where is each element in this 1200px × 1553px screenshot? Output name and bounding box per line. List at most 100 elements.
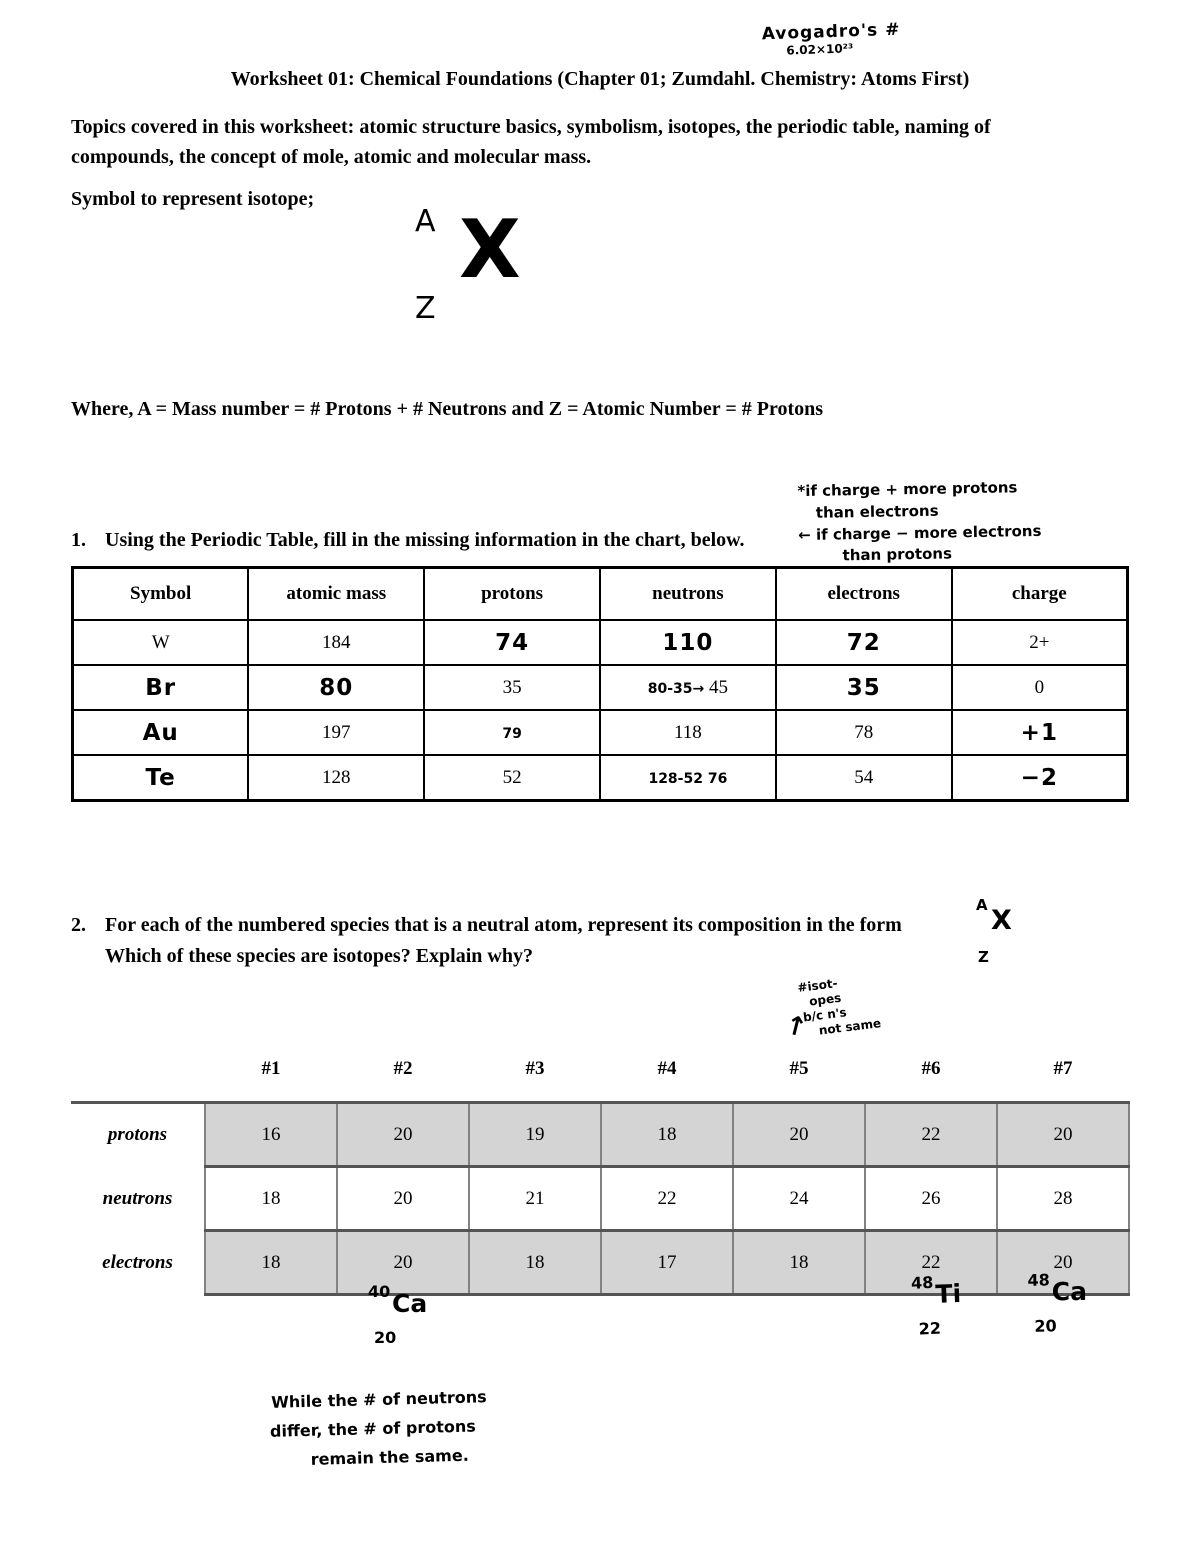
printed-value: 197 bbox=[321, 721, 351, 743]
table-cell: 110 bbox=[598, 619, 777, 666]
iso-symbol: Ca bbox=[392, 1289, 428, 1318]
col-header-3: #3 bbox=[525, 1058, 545, 1079]
iso-mass: 48 bbox=[910, 1272, 934, 1293]
handwritten-isotope-label-ti48: 48 Ti 22 bbox=[911, 1270, 1009, 1345]
value-cell: 20 bbox=[336, 1101, 470, 1168]
value-cell: 28 bbox=[996, 1165, 1130, 1232]
atomic-number-label: Z bbox=[978, 948, 989, 966]
value-cell: 17 bbox=[600, 1229, 734, 1296]
col-header-1: #1 bbox=[261, 1058, 281, 1079]
table-cell: 80 bbox=[247, 664, 426, 711]
handwritten-bottom-note: While the # of neutrons differ, the # of… bbox=[270, 1383, 489, 1475]
q1-number: 1. bbox=[71, 529, 86, 551]
mass-number-label: A bbox=[976, 896, 988, 914]
table-cell: 128-52 76 bbox=[598, 754, 777, 802]
value-cell: 20 bbox=[732, 1101, 866, 1168]
handwritten-value: −2 bbox=[1020, 764, 1058, 791]
value-cell: 16 bbox=[204, 1101, 338, 1168]
worksheet-title: Worksheet 01: Chemical Foundations (Chap… bbox=[230, 68, 970, 90]
printed-value: 35 bbox=[502, 676, 522, 698]
iso-mass: 40 bbox=[368, 1282, 391, 1301]
printed-value: 45 bbox=[704, 676, 729, 698]
t1-header-symbol: Symbol bbox=[71, 566, 250, 621]
t1-header-atomic-mass: atomic mass bbox=[247, 566, 426, 621]
printed-value: 54 bbox=[854, 766, 874, 788]
table-cell: 0 bbox=[950, 664, 1129, 711]
printed-value: W bbox=[151, 631, 170, 653]
t1-header-protons: protons bbox=[423, 566, 601, 621]
t1-header-neutrons: neutrons bbox=[598, 566, 777, 621]
isotope-symbol: A X Z bbox=[415, 204, 555, 326]
row-label: electrons bbox=[71, 1230, 205, 1295]
handwritten-value: 110 bbox=[662, 629, 714, 656]
handwritten-charge-note: *if charge + more protons than electrons… bbox=[797, 477, 1042, 568]
value-cell: 22 bbox=[864, 1229, 998, 1296]
iso-symbol: Ti bbox=[935, 1278, 962, 1309]
handwritten-value: 35 bbox=[846, 674, 881, 701]
table-header-row: Symbol atomic mass protons neutrons elec… bbox=[71, 566, 1129, 621]
corner-cell bbox=[71, 1046, 205, 1103]
handwritten-isotope-label-ca40: 40 Ca 20 bbox=[368, 1282, 464, 1354]
table-cell: 72 bbox=[774, 619, 953, 666]
table-cell: 79 bbox=[423, 709, 601, 756]
handwritten-avogadro-note: Avogadro's # 6.02×10²³ bbox=[761, 20, 901, 59]
handwritten-value: Br bbox=[145, 674, 177, 701]
handwritten-isotope-label-ca48: 48 Ca 20 bbox=[1027, 1269, 1124, 1343]
q2-mini-isotope-symbol: A X Z bbox=[976, 896, 1020, 966]
table-cell: Br bbox=[71, 664, 250, 711]
value-cell: 18 bbox=[204, 1229, 338, 1296]
row-label: protons bbox=[71, 1101, 205, 1167]
table-cell: 35 bbox=[774, 664, 953, 711]
table-cell: W bbox=[71, 619, 250, 666]
table-cell: 197 bbox=[247, 709, 426, 756]
value-cell: 18 bbox=[600, 1101, 734, 1168]
printed-value: 0 bbox=[1034, 676, 1045, 698]
table-cell: +1 bbox=[950, 709, 1129, 756]
avogadro-line2: 6.02×10²³ bbox=[786, 41, 854, 58]
printed-value: 118 bbox=[674, 721, 702, 743]
charge-note-line3: ← if charge − more electrons bbox=[798, 521, 1042, 544]
q2-number: 2. bbox=[71, 914, 86, 936]
question-1: 1. Using the Periodic Table, fill in the… bbox=[71, 529, 744, 552]
printed-value: 2+ bbox=[1029, 631, 1050, 653]
species-table: #1 #2 #3 #4 #5 #6 #7 protons 16 20 19 18 20 22… bbox=[71, 1046, 1130, 1296]
iso-number: 20 bbox=[374, 1328, 397, 1347]
iso-symbol: Ca bbox=[1051, 1276, 1088, 1307]
table-cell: 78 bbox=[774, 709, 953, 756]
handwritten-value: → bbox=[692, 680, 705, 697]
col-header-7: #7 bbox=[1053, 1058, 1073, 1079]
value-cell: 24 bbox=[732, 1165, 866, 1232]
handwritten-value: 72 bbox=[846, 629, 881, 656]
value-cell: 18 bbox=[204, 1165, 338, 1232]
handwritten-value: +1 bbox=[1020, 719, 1058, 746]
handwritten-value: 80-35 bbox=[647, 680, 693, 697]
handwritten-isotope-note: #isot- opes b/c n's not same bbox=[797, 971, 882, 1040]
table-cell: 2+ bbox=[950, 619, 1129, 666]
table-cell: 52 bbox=[423, 754, 601, 802]
table-cell: Au bbox=[71, 709, 250, 756]
topics-paragraph: Topics covered in this worksheet: atomic… bbox=[71, 116, 991, 168]
table-row: protons 16 20 19 18 20 22 20 bbox=[71, 1101, 1130, 1168]
value-cell: 19 bbox=[468, 1101, 602, 1168]
t1-header-electrons: electrons bbox=[774, 566, 953, 621]
element-symbol-label: X bbox=[991, 905, 1012, 936]
element-symbol-label: X bbox=[459, 203, 521, 296]
table-cell: 118 bbox=[598, 709, 777, 756]
iso-mass: 48 bbox=[1027, 1270, 1050, 1290]
value-cell: 20 bbox=[336, 1165, 470, 1232]
value-cell: 26 bbox=[864, 1165, 998, 1232]
handwritten-value: 74 bbox=[495, 629, 530, 656]
printed-value: 78 bbox=[854, 721, 874, 743]
charge-note-line1: *if charge + more protons bbox=[797, 478, 1018, 501]
handwritten-value: 79 bbox=[502, 725, 522, 742]
value-cell: 20 bbox=[996, 1229, 1130, 1296]
table-cell: −2 bbox=[950, 754, 1129, 802]
handwritten-value: Au bbox=[142, 719, 179, 746]
value-cell: 18 bbox=[732, 1229, 866, 1296]
table-row: Br 80 35 80-35→ 45 35 0 bbox=[71, 664, 1129, 711]
col-header-5: #5 bbox=[789, 1058, 809, 1079]
col-header-4: #4 bbox=[657, 1058, 677, 1079]
handwritten-value: 76 bbox=[702, 770, 728, 787]
table-cell: 54 bbox=[774, 754, 953, 802]
value-cell: 20 bbox=[336, 1229, 470, 1296]
